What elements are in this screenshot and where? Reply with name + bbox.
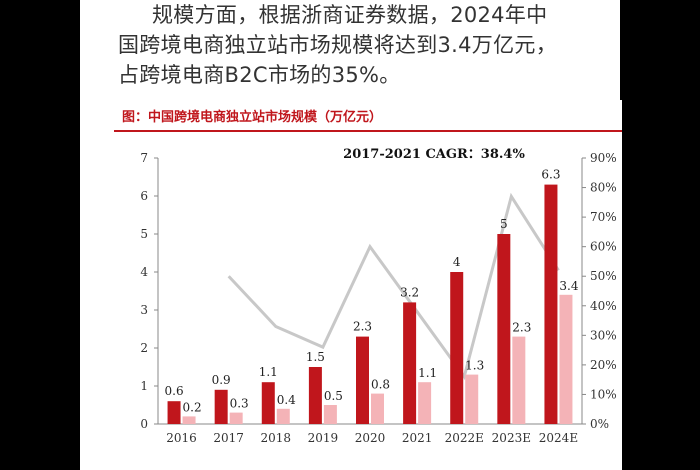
left-tick-label: 2 — [140, 341, 148, 355]
left-tick-label: 0 — [140, 417, 148, 431]
left-tick-label: 5 — [140, 227, 148, 241]
bar-value-label: 5 — [500, 217, 508, 231]
bar-market-size — [356, 336, 369, 424]
right-tick-label: 30% — [590, 328, 617, 342]
bar-value-label: 3.4 — [559, 279, 578, 293]
bar-value-label: 1.1 — [418, 366, 437, 380]
right-tick-label: 90% — [590, 151, 617, 165]
left-tick-label: 3 — [140, 303, 148, 317]
article-line-1: 规模方面，根据浙商证券数据，2024年中 — [152, 3, 548, 27]
bar-value-label: 1.3 — [465, 359, 484, 373]
chart-svg: 012345670%10%20%30%40%50%60%70%80%90%201… — [140, 147, 617, 445]
bar-market-size — [403, 302, 417, 424]
cagr-growth-line — [227, 192, 560, 381]
x-tick-label: 2019 — [308, 431, 339, 445]
x-tick-label: 2021 — [402, 431, 433, 445]
bar-value-label: 3.2 — [400, 285, 419, 299]
bar-value-label: 6.3 — [541, 168, 560, 182]
right-tick-label: 60% — [590, 240, 617, 254]
right-tick-label: 0% — [590, 417, 609, 431]
x-tick-label: 2016 — [166, 431, 197, 445]
bar-market-size — [450, 272, 464, 424]
bar-market-size — [544, 184, 558, 424]
x-tick-label: 2022E — [445, 431, 484, 445]
bar-value-label: 0.5 — [324, 389, 343, 403]
left-tick-label: 1 — [140, 379, 148, 393]
bar-value-label: 0.2 — [183, 400, 202, 414]
bar-independent-site — [229, 412, 243, 424]
bar-market-size — [308, 367, 322, 424]
right-tick-label: 20% — [590, 358, 617, 372]
bar-market-size — [167, 401, 181, 424]
bar-independent-site — [276, 408, 290, 424]
bar-value-label: 1.5 — [306, 350, 325, 364]
left-tick-label: 4 — [140, 265, 148, 279]
bar-independent-site — [371, 393, 384, 424]
bar-independent-site — [323, 405, 337, 424]
right-tick-label: 10% — [590, 387, 617, 401]
bar-value-label: 0.4 — [277, 393, 296, 407]
right-tick-label: 70% — [590, 210, 617, 224]
article-text: 规模方面，根据浙商证券数据，2024年中 国跨境电商独立站市场规模将达到3.4万… — [80, 0, 620, 96]
x-tick-label: 2018 — [261, 431, 292, 445]
bar-value-label: 4 — [453, 255, 461, 269]
bar-independent-site — [512, 336, 526, 424]
bar-market-size — [497, 234, 511, 424]
left-tick-label: 6 — [140, 189, 148, 203]
bar-value-label: 1.1 — [259, 365, 278, 379]
bar-value-label: 2.3 — [512, 321, 531, 335]
title-rule — [114, 130, 622, 132]
article-page: 规模方面，根据浙商证券数据，2024年中 国跨境电商独立站市场规模将达到3.4万… — [80, 0, 622, 470]
article-line-3: 占跨境电商B2C市场的35%。 — [118, 63, 401, 87]
bar-independent-site — [418, 382, 432, 424]
bar-independent-site — [559, 294, 573, 424]
cagr-annotation: 2017-2021 CAGR：38.4% — [343, 147, 525, 162]
bar-value-label: 0.9 — [212, 373, 231, 387]
x-tick-label: 2017 — [213, 431, 244, 445]
article-line-2: 国跨境电商独立站市场规模将达到3.4万亿元， — [118, 33, 557, 57]
bar-independent-site — [465, 374, 479, 424]
bar-market-size — [214, 389, 228, 424]
right-tick-label: 40% — [590, 299, 617, 313]
right-tick-label: 80% — [590, 181, 617, 195]
bar-value-label: 2.3 — [353, 320, 372, 334]
bar-value-label: 0.8 — [371, 378, 390, 392]
bar-independent-site — [182, 416, 196, 424]
bar-value-label: 0.6 — [165, 384, 184, 398]
right-tick-label: 50% — [590, 269, 617, 283]
x-tick-label: 2023E — [492, 431, 531, 445]
x-tick-label: 2020 — [355, 431, 386, 445]
left-tick-label: 7 — [140, 151, 148, 165]
bar-market-size — [261, 382, 275, 424]
bar-value-label: 0.3 — [230, 397, 249, 411]
chart-title: 图：中国跨境电商独立站市场规模（万亿元） — [122, 110, 383, 125]
x-tick-label: 2024E — [539, 431, 578, 445]
chart-figure[interactable]: 图：中国跨境电商独立站市场规模（万亿元） 0 1 2 3 4 5 6 7 0% 10% 20% 30%… — [114, 100, 622, 470]
